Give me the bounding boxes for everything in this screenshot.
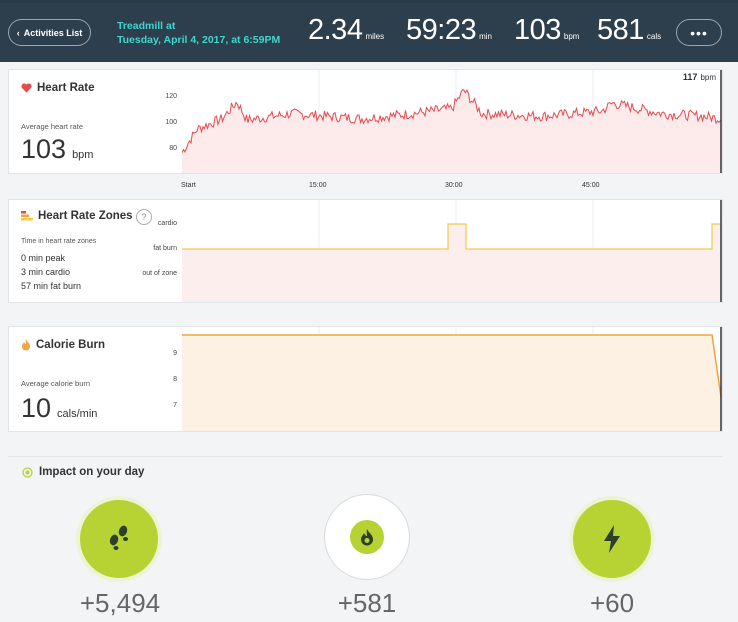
zones-bars-icon — [21, 211, 33, 221]
stat-calories: 581 cals — [597, 14, 661, 47]
calorie-area — [182, 335, 721, 431]
y-tick-label: fat burn — [153, 245, 177, 252]
x-tick-label: 15:00 — [309, 182, 327, 189]
bolt-icon — [604, 525, 620, 553]
calorie-burn-title-text: Calorie Burn — [36, 339, 106, 351]
avg-heart-rate-unit: bpm — [72, 149, 94, 161]
flame-icon — [361, 528, 373, 545]
steps-impact-value: +5,494 — [79, 588, 161, 618]
more-options-button[interactable]: ••• — [676, 19, 722, 46]
calorie-burn-title: Calorie Burn — [21, 339, 105, 351]
workout-time: Tuesday, April 4, 2017, at 6:59PM — [117, 34, 281, 46]
heart-rate-zones-panel: Heart Rate Zones ? Time in heart rate zo… — [8, 199, 723, 303]
stat-value: 581 — [597, 14, 644, 46]
heart-icon — [21, 83, 32, 93]
calorie-burn-chart[interactable] — [182, 327, 722, 431]
zones-summary: 0 min peak 3 min cardio 57 min fat burn — [21, 251, 81, 293]
impact-title: Impact on your day — [22, 466, 144, 478]
stat-distance: 2.34 miles — [308, 14, 384, 47]
calorie-line — [182, 334, 722, 398]
header-accent — [0, 0, 738, 3]
footsteps-icon — [109, 525, 128, 550]
x-tick-label: 30:00 — [445, 182, 463, 189]
zone-fatburn-line: 57 min fat burn — [21, 281, 82, 291]
zones-sub-label: Time in heart rate zones — [21, 238, 97, 245]
y-tick-label: 9 — [173, 350, 177, 357]
y-tick-label: 7 — [173, 402, 177, 409]
avg-calorie-label: Average calorie burn — [21, 379, 91, 388]
max-heart-rate-value: 117 — [682, 72, 698, 82]
heart-rate-chart[interactable] — [182, 70, 722, 173]
stat-unit: miles — [365, 32, 385, 41]
heart-rate-panel: Heart Rate Average heart rate 103 bpm 12… — [8, 69, 723, 174]
impact-title-text: Impact on your day — [39, 466, 145, 478]
calorie-burn-panel: Calorie Burn Average calorie burn 10 cal… — [8, 326, 723, 432]
zones-line — [182, 223, 721, 250]
active-minutes-impact-value: +60 — [589, 588, 635, 618]
heart-rate-title-text: Heart Rate — [37, 82, 95, 94]
active-minutes-impact-circle — [569, 496, 655, 582]
y-tick-label: 120 — [165, 93, 177, 100]
zones-area — [182, 224, 721, 302]
y-tick-label: 100 — [165, 119, 177, 126]
zones-title: Heart Rate Zones — [21, 210, 133, 222]
x-tick-label: Start — [181, 182, 196, 189]
stat-unit: bpm — [563, 32, 580, 41]
calories-impact-value: +581 — [337, 588, 397, 618]
help-icon[interactable]: ? — [136, 209, 152, 225]
avg-calorie-unit: cals/min — [57, 408, 98, 420]
heart-rate-title: Heart Rate — [21, 82, 95, 94]
stat-unit: min — [479, 32, 492, 41]
more-dots-icon: ••• — [690, 24, 708, 41]
stat-unit: cals — [646, 32, 662, 41]
stat-heart-rate: 103 bpm — [514, 14, 579, 47]
y-tick-label: cardio — [157, 220, 177, 227]
y-tick-label: 80 — [169, 145, 177, 152]
flame-icon — [22, 339, 30, 351]
workout-name: Treadmill at — [117, 20, 176, 32]
zone-peak-line: 0 min peak — [21, 253, 66, 263]
stat-value: 59:23 — [406, 14, 477, 46]
y-tick-label: 8 — [173, 376, 177, 383]
workout-header: ‹ Activities List Treadmill at Tuesday, … — [0, 0, 738, 62]
target-icon — [22, 466, 33, 478]
stat-value: 2.34 — [308, 14, 363, 46]
stat-duration: 59:23 min — [406, 14, 492, 47]
steps-impact-circle — [76, 496, 162, 582]
heart-rate-line — [182, 88, 721, 153]
avg-heart-rate-value: 103 — [21, 134, 67, 164]
y-tick-label: out of zone — [142, 270, 177, 277]
calories-impact-badge — [350, 520, 384, 554]
activities-list-button[interactable]: ‹ Activities List — [8, 19, 91, 46]
activities-list-label: Activities List — [23, 27, 83, 38]
avg-heart-rate: 103 bpm — [21, 134, 93, 165]
chevron-left-icon: ‹ — [16, 27, 20, 38]
avg-calorie-burn: 10 cals/min — [21, 393, 97, 424]
calories-impact-circle — [324, 494, 410, 580]
avg-heart-rate-label: Average heart rate — [21, 122, 83, 131]
heart-rate-area — [182, 89, 721, 173]
x-tick-label: 45:00 — [582, 182, 600, 189]
stat-value: 103 — [514, 14, 561, 46]
max-heart-rate-unit: bpm — [700, 73, 716, 82]
heart-rate-zones-chart[interactable] — [182, 200, 722, 302]
max-heart-rate: 117 bpm — [683, 72, 716, 82]
section-divider — [8, 456, 723, 457]
zone-cardio-line: 3 min cardio — [21, 267, 71, 277]
avg-calorie-value: 10 — [21, 393, 52, 423]
workout-title: Treadmill at Tuesday, April 4, 2017, at … — [117, 19, 280, 47]
zones-title-text: Heart Rate Zones — [38, 210, 133, 222]
